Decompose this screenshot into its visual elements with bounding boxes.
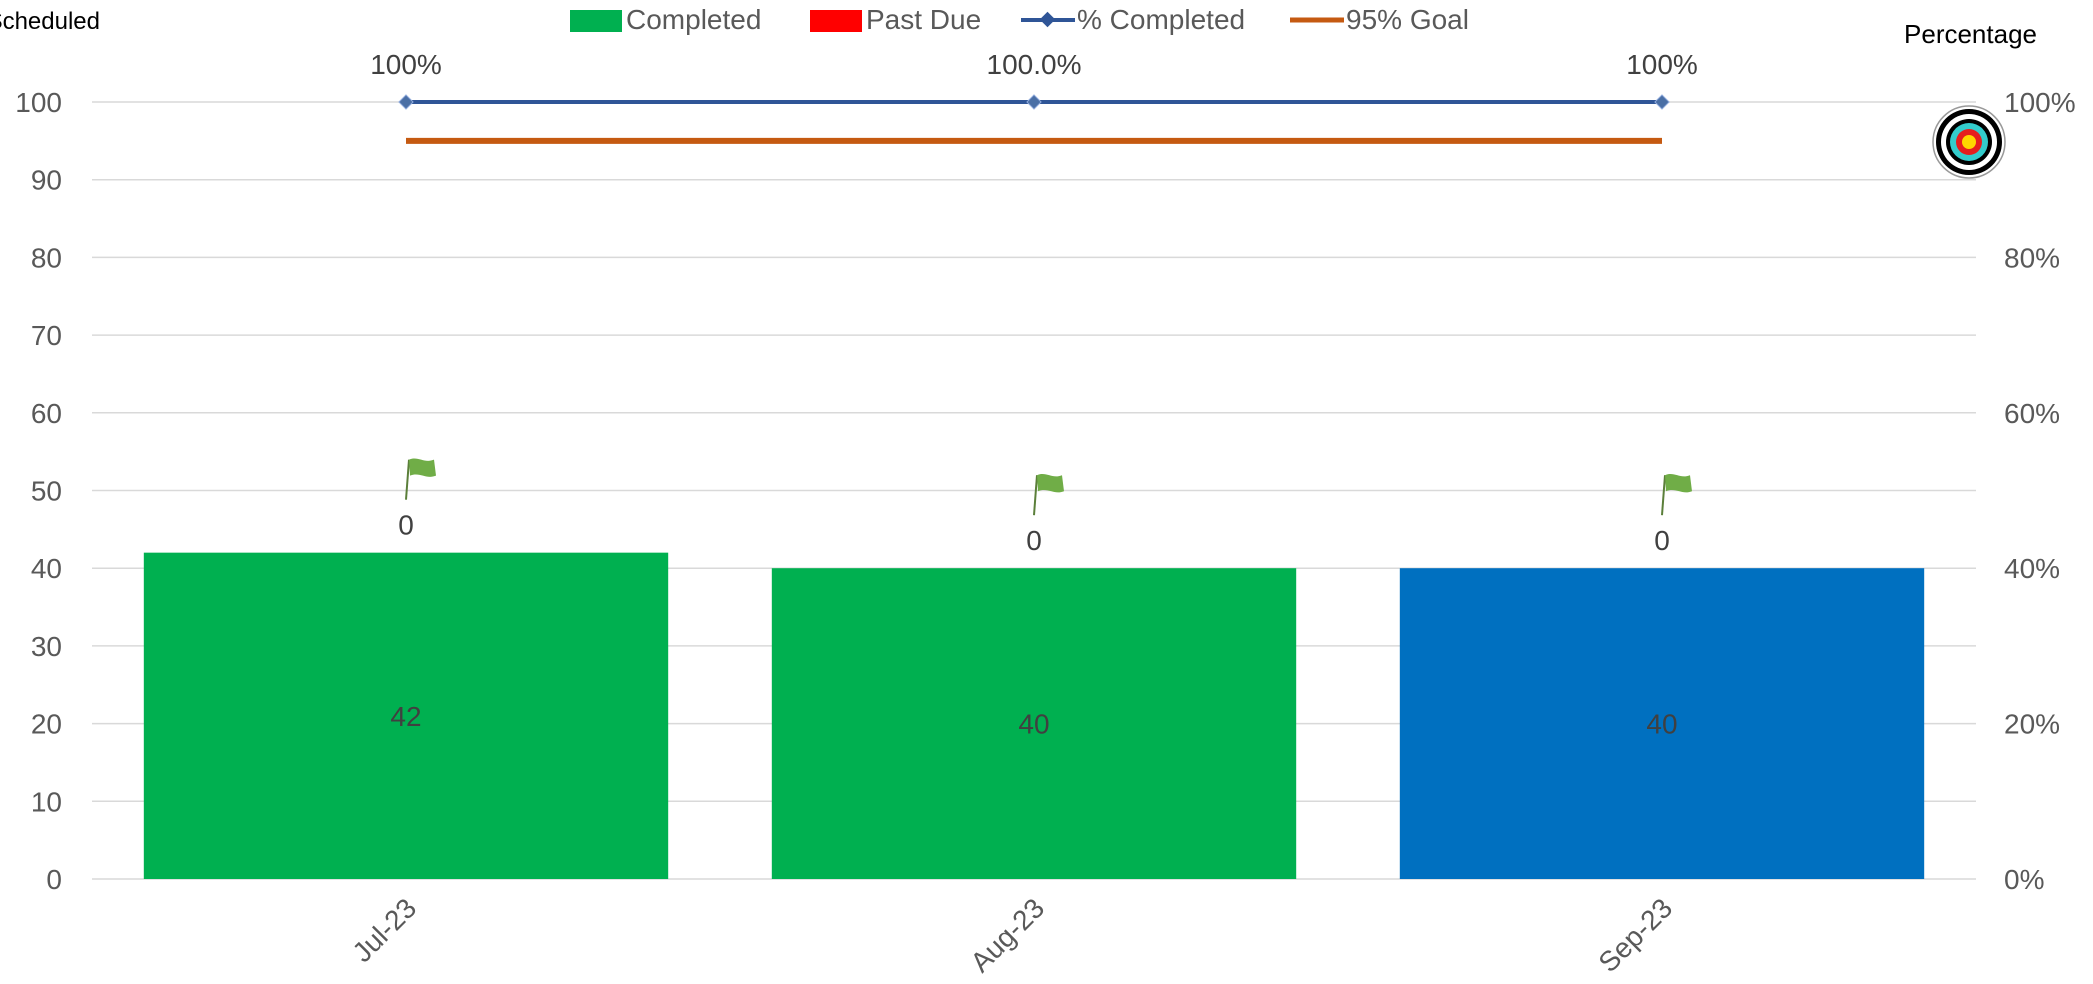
y-right-tick-label: 40%	[2004, 553, 2060, 584]
data-label-past-due: 0	[398, 510, 414, 541]
x-axis-tick-label: Aug-23	[964, 892, 1050, 978]
marker-pct-completed	[399, 95, 413, 109]
legend-swatch-completed	[570, 10, 622, 32]
line-series: 100% 100.0% 100%	[370, 49, 1698, 141]
data-label-completed: 40	[1646, 709, 1677, 740]
y-left-tick-label: 20	[31, 709, 62, 740]
y-right-tick-labels: 0% 20% 40% 60% 80% 100%	[2004, 87, 2076, 895]
data-label-past-due: 0	[1654, 525, 1670, 556]
flag-markers	[406, 459, 1692, 516]
flag-icon	[1034, 474, 1064, 515]
x-axis-tick-label: Jul-23	[346, 892, 422, 968]
legend-label-pct-completed: % Completed	[1077, 4, 1245, 35]
y-left-tick-label: 10	[31, 786, 62, 817]
data-label-completed: 40	[1018, 709, 1049, 740]
y-left-tick-labels: 0 10 20 30 40 50 60 70 80 90 100	[15, 87, 62, 895]
legend-swatch-past-due	[810, 10, 862, 32]
y-left-tick-label: 100	[15, 87, 62, 118]
x-axis-tick-label: Sep-23	[1592, 892, 1678, 978]
y-left-tick-label: 60	[31, 398, 62, 429]
y-left-tick-label: 50	[31, 476, 62, 507]
flag-icon	[406, 459, 436, 500]
marker-pct-completed	[1655, 95, 1669, 109]
y-left-tick-label: 70	[31, 320, 62, 351]
flag-icon	[1662, 474, 1692, 515]
y-right-tick-label: 0%	[2004, 864, 2044, 895]
legend: Completed Past Due % Completed 95% Goal	[570, 4, 1469, 35]
y-left-tick-label: 0	[46, 864, 62, 895]
data-label-past-due: 0	[1026, 525, 1042, 556]
y-right-tick-label: 100%	[2004, 87, 2076, 118]
x-axis-tick-labels: Jul-23 Aug-23 Sep-23	[346, 892, 1678, 978]
data-label-pct-completed: 100%	[370, 49, 442, 80]
y-left-tick-label: 90	[31, 165, 62, 196]
y-right-tick-label: 80%	[2004, 242, 2060, 273]
y-left-tick-label: 40	[31, 553, 62, 584]
legend-label-past-due: Past Due	[866, 4, 981, 35]
data-label-pct-completed: 100%	[1626, 49, 1698, 80]
legend-marker-pct-completed	[1040, 12, 1056, 28]
target-icon	[1933, 106, 2005, 178]
y-left-tick-label: 30	[31, 631, 62, 662]
data-label-pct-completed: 100.0%	[987, 49, 1082, 80]
y-left-axis-title: Scheduled	[0, 8, 100, 35]
y-left-tick-label: 80	[31, 242, 62, 273]
y-right-axis-title: Percentage	[1904, 19, 2037, 49]
data-label-completed: 42	[390, 701, 421, 732]
legend-label-goal: 95% Goal	[1346, 4, 1469, 35]
legend-label-completed: Completed	[626, 4, 761, 35]
y-right-tick-label: 20%	[2004, 709, 2060, 740]
marker-pct-completed	[1027, 95, 1041, 109]
y-right-tick-label: 60%	[2004, 398, 2060, 429]
